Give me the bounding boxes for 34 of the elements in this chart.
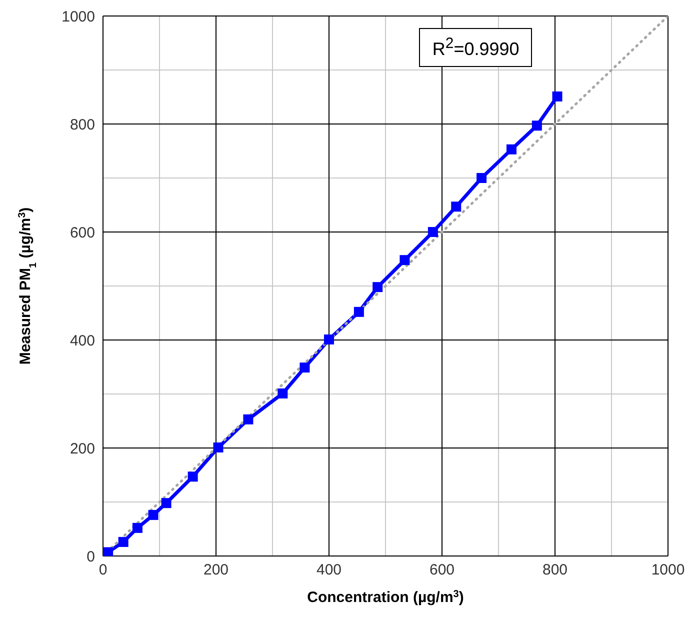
point xyxy=(428,227,438,237)
point xyxy=(372,282,383,292)
x-tick-label: 0 xyxy=(98,562,108,579)
x-tick-label: 1000 xyxy=(651,562,685,579)
x-tick-label: 200 xyxy=(203,562,229,579)
y-tick-label: 200 xyxy=(70,440,95,458)
point xyxy=(188,472,198,482)
y-tick-label: 1000 xyxy=(62,8,95,26)
point xyxy=(532,120,542,131)
point xyxy=(354,306,364,317)
point xyxy=(552,91,562,102)
x-axis-title: Concentration (µg/m$^{3}$) xyxy=(307,588,464,606)
point xyxy=(118,536,128,547)
x-tick-label: 800 xyxy=(542,562,568,579)
y-tick-label: 400 xyxy=(70,332,95,350)
annotation: R$^{2}$=0.9990 xyxy=(419,28,532,67)
point xyxy=(400,255,410,266)
point xyxy=(243,414,254,424)
point xyxy=(506,144,516,154)
y-tick-label: 0 xyxy=(86,548,95,566)
point xyxy=(324,334,334,344)
point xyxy=(148,510,158,520)
y-tick-label: 600 xyxy=(70,224,95,242)
point xyxy=(278,388,288,398)
point xyxy=(300,362,310,373)
point xyxy=(161,498,172,508)
x-tick-label: 400 xyxy=(316,562,342,579)
point xyxy=(476,173,487,183)
y-tick-label: 800 xyxy=(70,116,95,134)
point xyxy=(451,202,462,212)
point xyxy=(132,522,142,533)
x-tick-label: 600 xyxy=(429,562,455,579)
point xyxy=(103,547,114,556)
point xyxy=(213,442,224,452)
